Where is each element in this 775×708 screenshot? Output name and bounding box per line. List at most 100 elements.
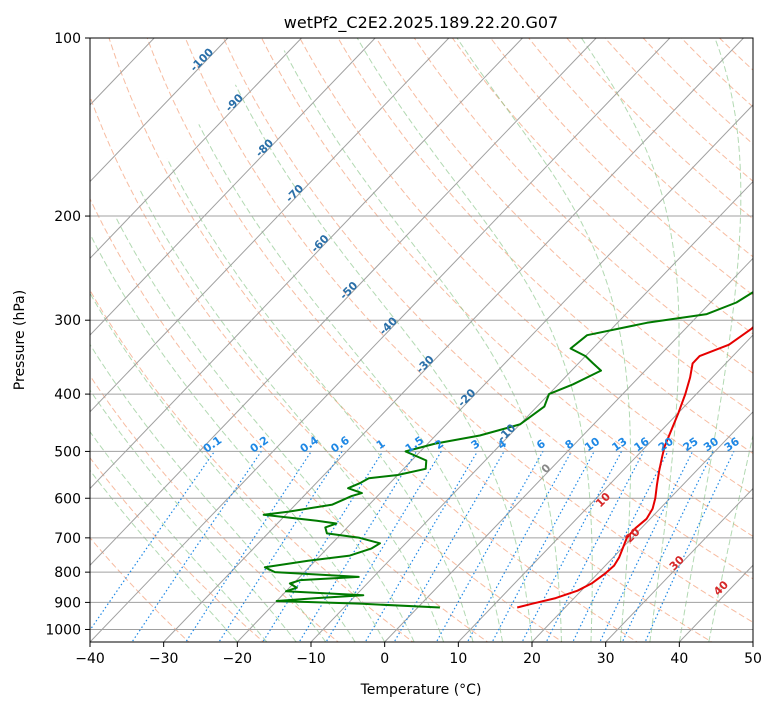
dry-adiabat-line: [680, 38, 753, 108]
mixing-ratio-line: [599, 451, 694, 642]
mixing-ratio-line: [521, 451, 623, 642]
dry-adiabat-line: [146, 38, 713, 642]
y-tick-label: 1000: [45, 622, 81, 638]
mixing-ratio-line: [644, 451, 735, 642]
x-tick-label: 40: [670, 651, 688, 667]
moist-adiabat-label: 40: [711, 578, 731, 598]
x-tick-label: 30: [597, 651, 615, 667]
y-tick-label: 700: [54, 531, 81, 547]
x-tick-label: 0: [380, 651, 389, 667]
mixing-ratio-line: [325, 451, 442, 642]
isotherm-line: [310, 180, 753, 642]
mixing-ratio-line: [298, 451, 418, 642]
y-tick-label: 300: [54, 313, 81, 329]
moist-adiabat-line: [356, 38, 593, 642]
isotherm-line: [531, 411, 753, 642]
isotherm-line: [90, 38, 450, 413]
mixing-ratio-label: 0.2: [248, 434, 271, 456]
x-tick-label: −10: [296, 651, 326, 667]
dry-adiabat-line: [90, 197, 489, 642]
dewpoint-profile-line: [262, 291, 753, 609]
chart-title: wetPf2_C2E2.2025.189.22.20.G07: [284, 13, 558, 33]
mixing-ratio-label: 2: [432, 437, 446, 452]
y-tick-label: 200: [54, 209, 81, 225]
dry-adiabat-line: [299, 38, 753, 496]
isotherm-line: [90, 38, 376, 336]
mixing-ratio-line: [218, 451, 343, 642]
dry-adiabat-line: [90, 374, 340, 642]
isotherm-line: [384, 257, 753, 642]
mixing-ratio-line: [131, 451, 262, 642]
axes: −40 −30 −20 −10 0 10 20 30 40 5010020030040050060…: [45, 31, 762, 667]
isotherm-line: [605, 487, 753, 642]
moist-adiabat-line: [90, 343, 327, 642]
dry-adiabat-line: [489, 38, 753, 296]
isotherm-label: -30: [414, 353, 437, 376]
y-tick-label: 900: [54, 595, 81, 611]
plot-frame: [89, 37, 754, 643]
dry-adiabat-line: [90, 95, 564, 642]
isotherm-line: [163, 38, 744, 642]
mixing-ratio-line: [491, 451, 595, 642]
mixing-ratio-line: [364, 451, 479, 642]
mixing-ratio-line: [466, 451, 573, 642]
mixing-ratio-line: [185, 451, 312, 642]
x-tick-label: −30: [149, 651, 179, 667]
dry-adiabat-line: [90, 456, 265, 642]
moist-adiabat-line: [198, 124, 503, 642]
moist-adiabat-line: [90, 430, 268, 642]
dry-adiabat-line: [222, 38, 753, 580]
mixing-ratio-line: [621, 451, 714, 642]
isotherm-line: [0, 38, 7, 642]
isotherm-line: [90, 38, 302, 260]
isotherm-label: -80: [253, 136, 276, 159]
moist-adiabat-line: [90, 234, 386, 642]
moist-adiabat-line: [90, 389, 297, 642]
isotherm-label: -90: [223, 91, 246, 114]
y-axis-label: Pressure (hPa): [12, 290, 28, 390]
mixing-ratio-label: 6: [534, 437, 548, 452]
temperature-profile-line: [516, 325, 753, 609]
isotherm-label: -40: [377, 314, 400, 337]
mixing-ratio-line: [572, 451, 669, 642]
x-tick-label: 50: [744, 651, 762, 667]
moist-adiabat-line: [234, 84, 533, 642]
x-tick-label: −20: [223, 651, 253, 667]
x-tick-label: −40: [75, 651, 105, 667]
mixing-ratio-line: [393, 451, 505, 642]
isotherm-label: -50: [337, 279, 360, 302]
x-tick-label: 20: [523, 651, 541, 667]
dry-adiabat-line: [90, 536, 190, 642]
isotherm-line: [90, 38, 229, 183]
moist-adiabat-line: [166, 158, 474, 642]
isotherm-label: -70: [283, 182, 306, 205]
dry-adiabat-line: [451, 38, 753, 335]
moist-adiabat-label: 10: [593, 490, 613, 510]
y-tick-label: 500: [54, 444, 81, 460]
dry-adiabat-line: [744, 25, 775, 645]
isotherm-line: [457, 334, 753, 642]
isotherm-line: [236, 104, 753, 642]
dry-adiabat-line: [413, 38, 753, 374]
mixing-ratio-label: 3: [469, 437, 483, 452]
moist-adiabat-line: [283, 50, 562, 642]
mixing-ratio-line: [545, 451, 645, 642]
mixing-ratio-line: [262, 451, 384, 642]
dry-adiabat-line: [375, 38, 753, 414]
isotherm-label: -60: [308, 232, 331, 255]
isotherm-line: [90, 38, 671, 642]
moist-adiabat-line: [580, 38, 680, 642]
moist-adiabat-line: [456, 38, 632, 642]
dry-adiabat-line: [184, 38, 753, 623]
y-tick-label: 800: [54, 565, 81, 581]
moist-adiabat-line: [678, 38, 742, 642]
mixing-ratio-label: 0.1: [201, 434, 224, 456]
x-axis-label: Temperature (°C): [360, 682, 482, 698]
x-tick-label: 10: [449, 651, 467, 667]
isotherm-label: -20: [455, 386, 478, 409]
profile-lines: [262, 291, 753, 609]
isotherm-label: -100: [188, 45, 217, 74]
mixing-ratio-label: 0.4: [298, 433, 322, 455]
